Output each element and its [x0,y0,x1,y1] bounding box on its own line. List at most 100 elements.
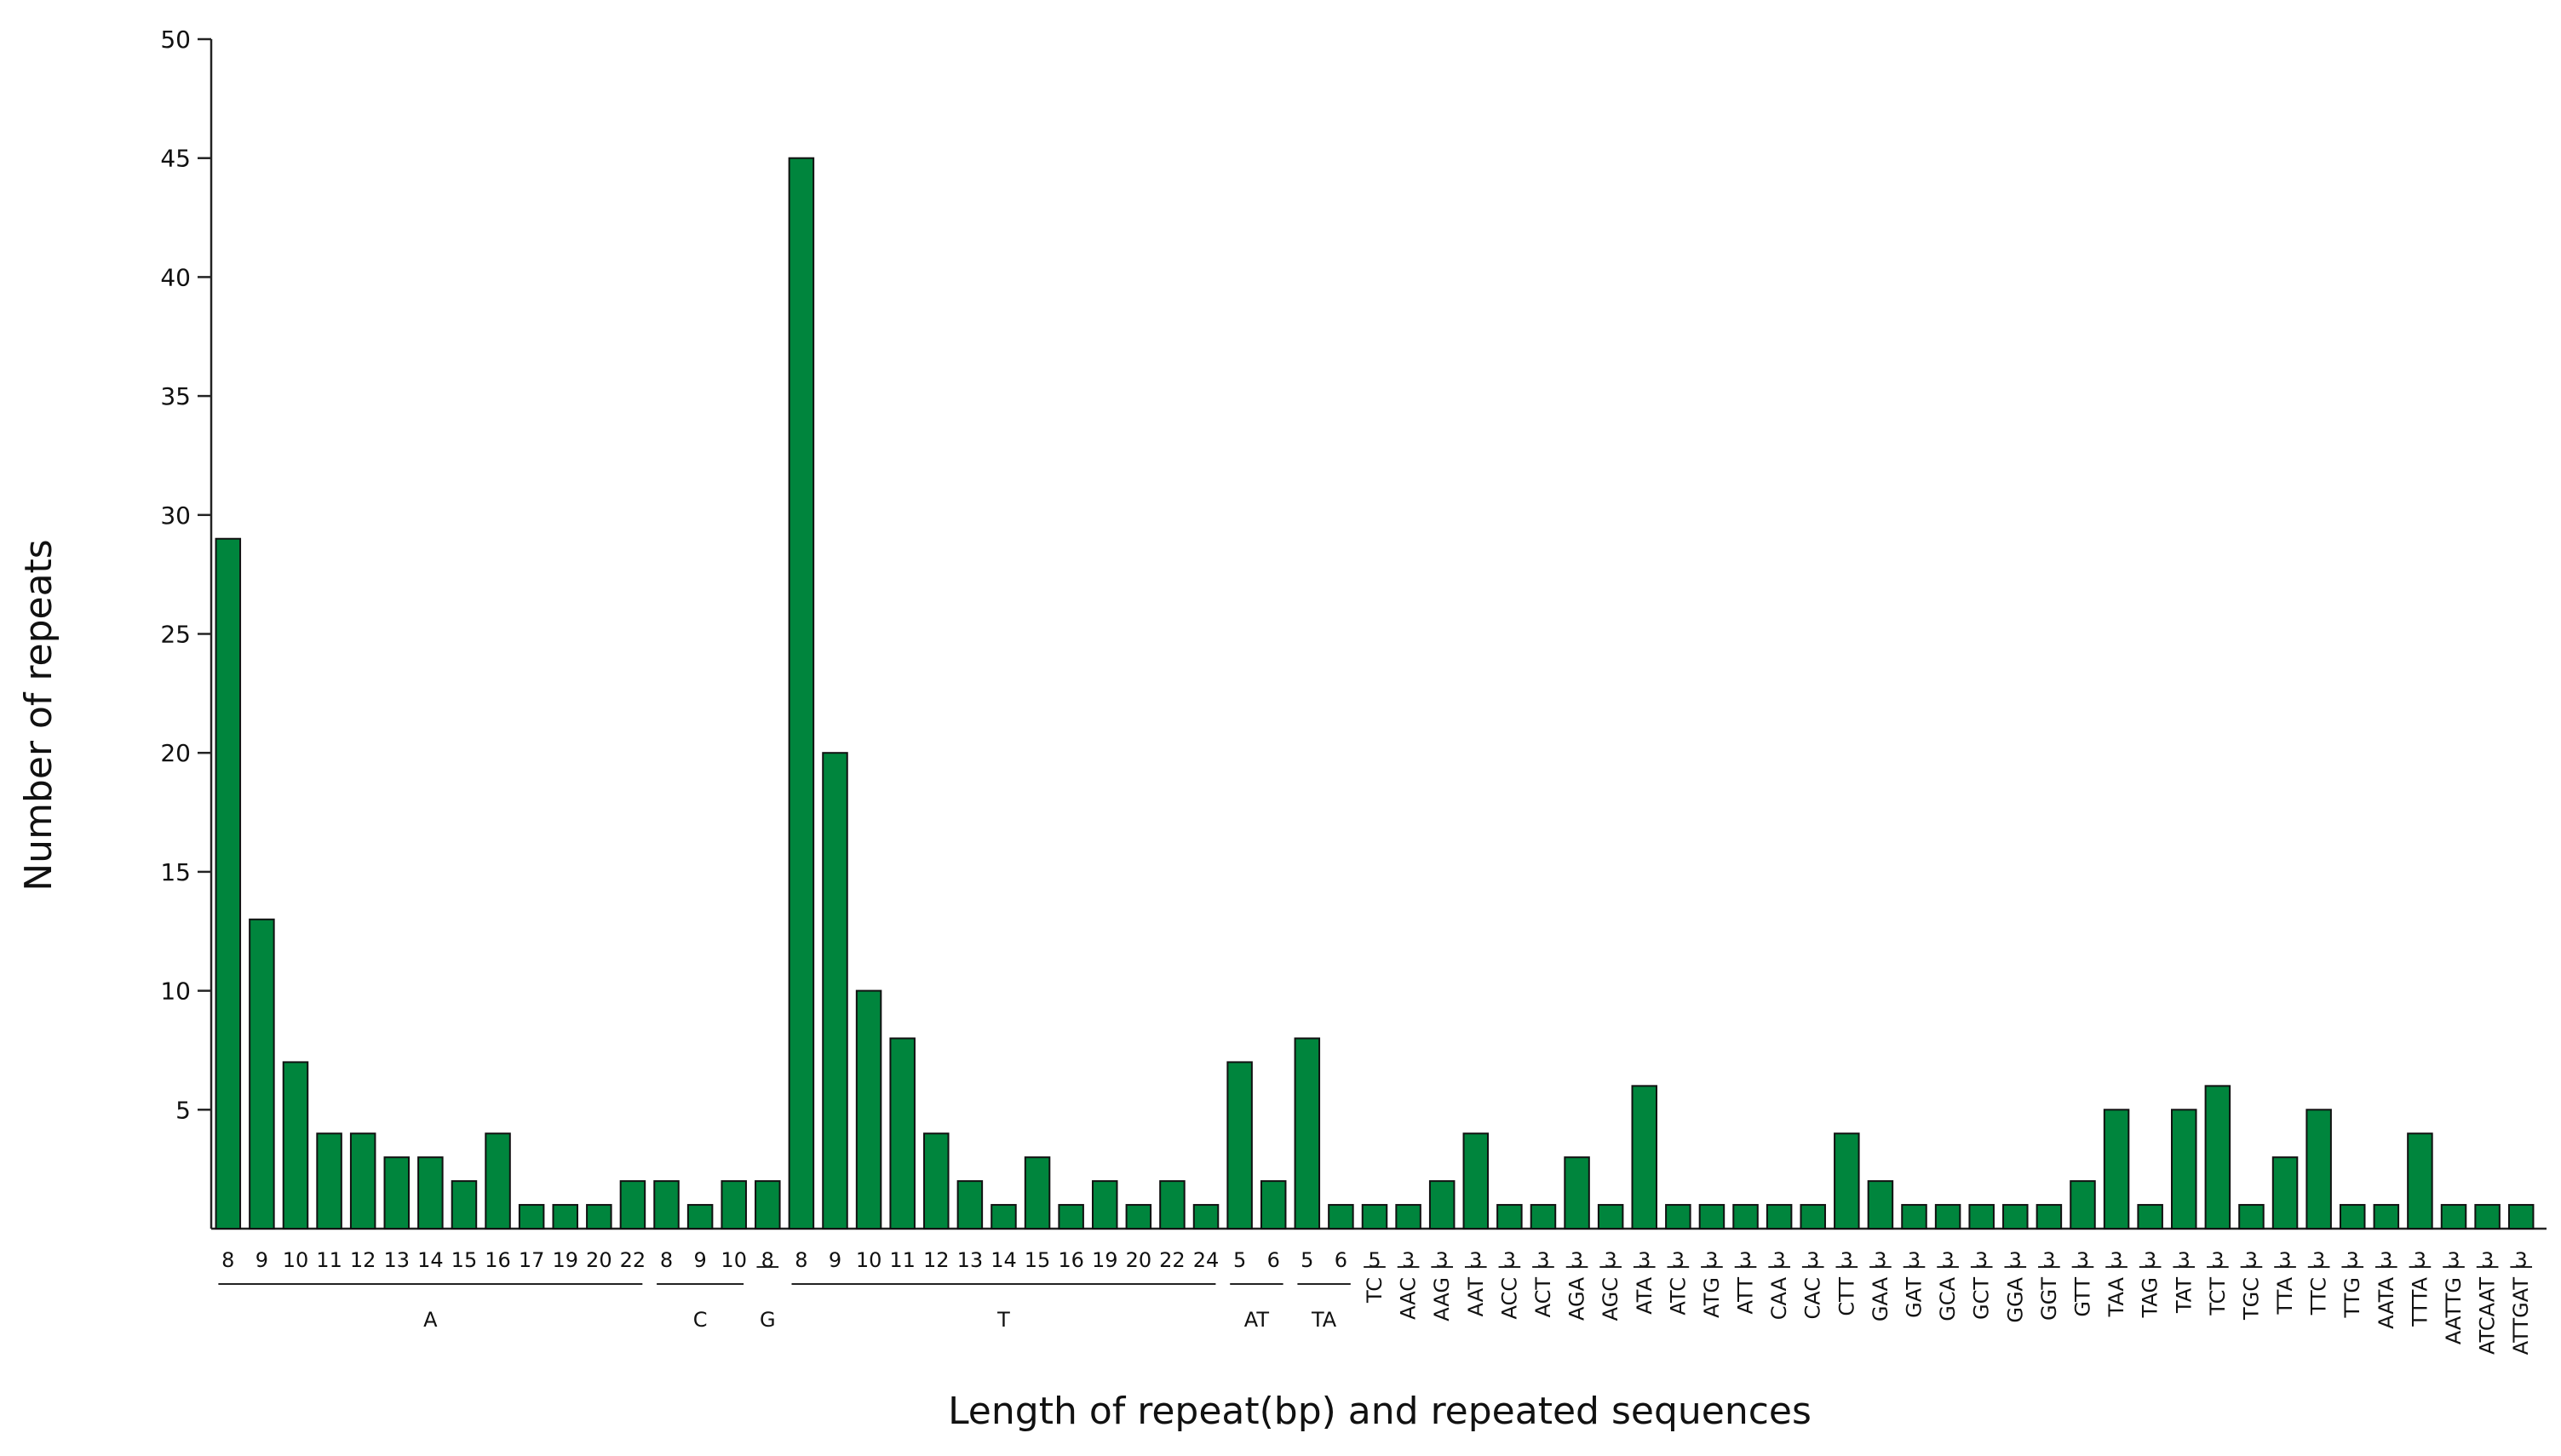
x-category-label: 22 [1159,1248,1186,1272]
x-category-label: 16 [485,1248,511,1272]
x-category-label: 3 [2312,1248,2325,1272]
x-category-label: 3 [1772,1248,1785,1272]
x-category-label: 3 [1840,1248,1853,1272]
bar [316,1132,342,1230]
y-tick-label: 5 [175,1096,191,1124]
bar [2204,1085,2231,1230]
group-label: TAA [2104,1276,2128,1317]
x-category-label: 3 [1941,1248,1954,1272]
bar [721,1180,747,1230]
x-category-label: 3 [1705,1248,1718,1272]
bar [1564,1156,1590,1230]
x-category-label: 8 [221,1248,234,1272]
group-label: GAA [1869,1276,1892,1321]
bar [755,1180,781,1230]
x-category-label: 13 [383,1248,410,1272]
bar [1428,1180,1456,1230]
x-category-label: 13 [957,1248,984,1272]
bar [1226,1061,1253,1230]
x-category-label: 10 [856,1248,882,1272]
bar [485,1132,511,1230]
x-category-label: 3 [1536,1248,1549,1272]
x-category-label: 3 [1975,1248,1988,1272]
group-label: T [996,1308,1010,1332]
bar [1968,1204,1995,1230]
group-label: GTT [2070,1277,2094,1317]
bar [2474,1204,2501,1230]
y-tick-label: 35 [160,382,191,410]
x-category-label: 20 [586,1248,612,1272]
y-tick-label: 15 [160,858,191,886]
bar [586,1204,612,1230]
bar [518,1204,545,1230]
x-category-label: 9 [256,1248,268,1272]
bar [1024,1156,1051,1230]
bar [282,1061,309,1230]
y-tick-label: 25 [160,621,191,649]
x-category-label: 8 [761,1248,774,1272]
x-category-label: 3 [2178,1248,2191,1272]
y-tick-label: 20 [160,739,191,767]
x-category-label: 3 [2110,1248,2122,1272]
bar [1834,1132,1860,1230]
bar [788,157,815,1230]
x-category-label: 19 [1092,1248,1118,1272]
x-category-label: 3 [2278,1248,2291,1272]
group-label: TA [1311,1308,1337,1332]
x-category-label: 3 [1638,1248,1651,1272]
group-label: TAT [2172,1277,2196,1314]
y-tick-label: 45 [160,145,191,173]
group-label: AATTG [2442,1277,2466,1344]
group-label: GAT [1903,1277,1926,1318]
bar [1294,1037,1321,1230]
group-label: GGT [2037,1277,2061,1321]
group-label: ATG [1700,1277,1724,1318]
x-category-label: 17 [519,1248,545,1272]
bar [1395,1204,1421,1230]
group-label: ATCAAT [2476,1277,2500,1355]
bar [2070,1180,2096,1230]
x-category-label: 14 [417,1248,444,1272]
x-category-label: 14 [991,1248,1017,1272]
bar [1091,1180,1118,1230]
bar [1867,1180,1894,1230]
bar [383,1156,411,1230]
x-category-label: 3 [1874,1248,1886,1272]
group-label: GGA [2003,1276,2027,1322]
x-category-label: 16 [1058,1248,1084,1272]
x-category-label: 8 [660,1248,673,1272]
group-label: TCT [2206,1277,2230,1316]
x-category-label: 3 [2042,1248,2055,1272]
x-category-label: 12 [923,1248,950,1272]
bar [2507,1204,2535,1230]
group-label: GCA [1936,1276,1960,1321]
x-category-label: 9 [829,1248,841,1272]
x-category-label: 3 [2346,1248,2359,1272]
x-category-label: 11 [316,1248,342,1272]
bar [956,1180,984,1230]
bar [2305,1109,2332,1230]
x-category-label: 15 [451,1248,478,1272]
bar [1766,1204,1793,1230]
group-label: ATA [1633,1276,1657,1314]
x-category-label: 3 [1503,1248,1516,1272]
y-tick-label: 10 [160,977,191,1006]
y-tick-label: 30 [160,502,191,530]
bar [2137,1204,2163,1230]
x-category-label: 3 [1469,1248,1482,1272]
x-category-label: 3 [1672,1248,1685,1272]
x-category-label: 3 [1570,1248,1583,1272]
x-category-label: 3 [2211,1248,2224,1272]
bar [1800,1204,1826,1230]
x-category-label: 3 [2414,1248,2426,1272]
bar [1125,1204,1152,1230]
bar [349,1132,376,1230]
bar [1192,1204,1220,1230]
bar [1496,1204,1523,1230]
group-label: AAC [1397,1277,1421,1320]
group-label: A [423,1308,438,1332]
x-category-label: 3 [1739,1248,1752,1272]
bar [1159,1180,1186,1230]
bar [2036,1204,2063,1230]
